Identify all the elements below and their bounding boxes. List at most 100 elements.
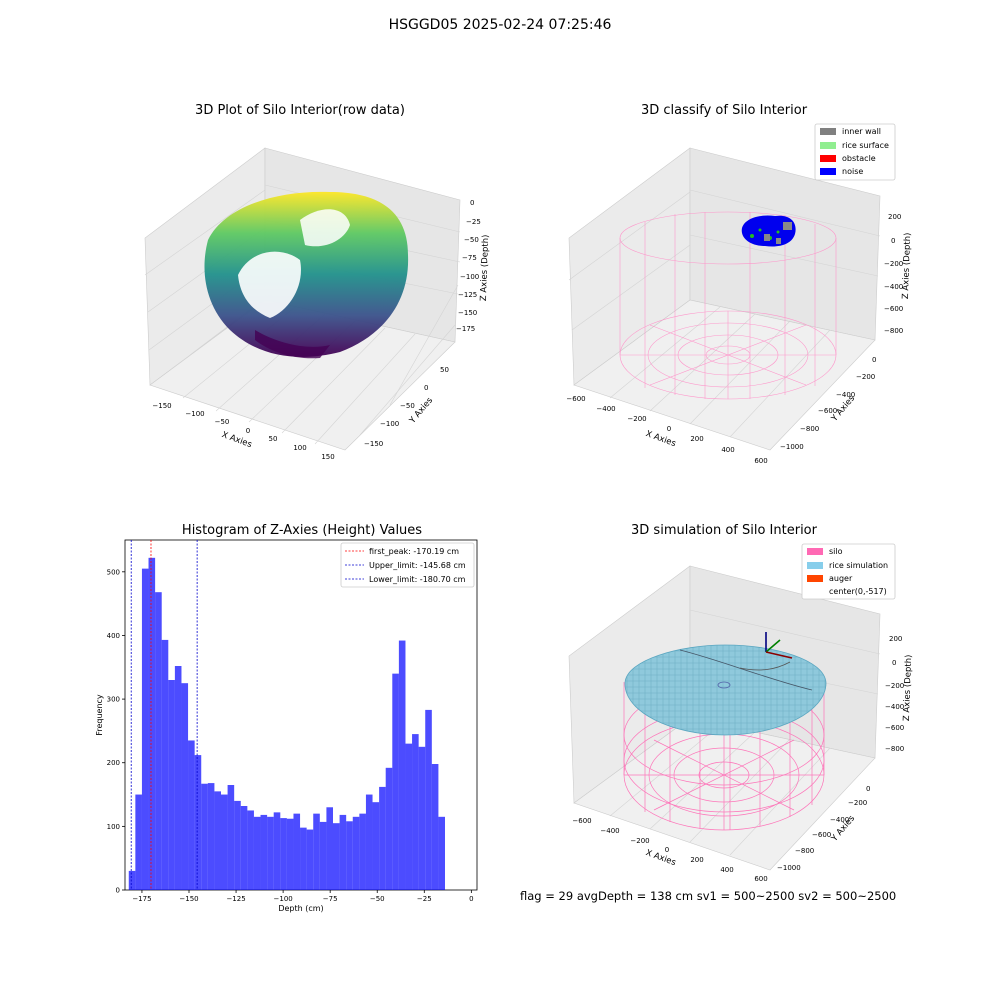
panel4-title: 3D simulation of Silo Interior — [631, 523, 817, 538]
p1-ytick: −100 — [380, 420, 399, 428]
p2-ytick: −200 — [856, 373, 875, 381]
p1-ytick: 0 — [424, 384, 428, 392]
p2-xtick: 0 — [667, 425, 671, 433]
p1-ylabel: Y Axies — [407, 395, 435, 426]
p2-xtick: 600 — [754, 457, 767, 465]
p2-ytick: −400 — [836, 391, 855, 399]
panel2-title: 3D classify of Silo Interior — [640, 103, 808, 118]
p1-xtick: 150 — [321, 453, 334, 461]
p4-zlabel: Z Axies (Depth) — [902, 654, 914, 721]
p2-xlabel: X Axies — [644, 429, 677, 449]
hist-xtick-label: −50 — [370, 895, 385, 903]
hist-xtick-label: −100 — [274, 895, 293, 903]
histogram-bar — [148, 557, 156, 890]
histogram-bar — [412, 734, 419, 890]
histogram-bar — [359, 813, 366, 890]
p2-ytick: −1000 — [780, 443, 804, 451]
p1-ztick: −25 — [466, 218, 481, 226]
histogram-bar — [247, 810, 254, 890]
hist-ytick-label: 100 — [107, 823, 120, 831]
hist-legend-label: first_peak: -170.19 cm — [369, 547, 459, 556]
histogram-bar — [141, 568, 149, 890]
histogram-axes: −175 −150 −125 −100 −75 −50 −25 0 0 100 200 300 400 5… — [107, 568, 474, 903]
histogram-bar — [155, 592, 162, 890]
p4-ztick: −800 — [885, 745, 904, 753]
p4-legend-label: silo — [829, 547, 843, 556]
p2-legend-label: inner wall — [842, 127, 881, 136]
histogram-bar — [240, 806, 248, 890]
histogram-bar — [365, 794, 373, 890]
histogram-bar — [333, 823, 340, 890]
histogram-bar — [313, 813, 320, 890]
panel4-3d-axes: −600 −400 −200 0 200 400 600 0 −200 −400… — [568, 543, 914, 883]
p1-xtick: −150 — [152, 402, 171, 410]
p2-legend-swatch — [820, 142, 836, 149]
histogram-bars — [128, 557, 445, 890]
histogram-bar — [161, 639, 169, 890]
p1-xtick: −50 — [215, 418, 230, 426]
hist-ytick-label: 400 — [107, 632, 120, 640]
p1-ztick: 0 — [470, 199, 474, 207]
p1-ztick: −100 — [460, 273, 479, 281]
p2-xtick: 400 — [721, 446, 734, 454]
p4-ztick: 200 — [889, 635, 902, 643]
p4-ytick: −1000 — [777, 864, 801, 872]
p2-xtick: −600 — [566, 395, 585, 403]
histogram-bar — [286, 818, 294, 890]
p1-ztick: −125 — [458, 291, 477, 299]
histogram-vlines — [130, 540, 198, 890]
p4-ztick: −400 — [885, 703, 904, 711]
histogram-bar — [300, 827, 307, 890]
histogram-bar — [346, 821, 353, 890]
p2-ztick: 0 — [891, 237, 895, 245]
p1-xtick: 100 — [293, 444, 306, 452]
p2-ztick: −400 — [884, 283, 903, 291]
histogram-bar — [194, 755, 202, 890]
p1-ztick: −175 — [456, 325, 475, 333]
histogram-bar — [253, 816, 261, 890]
hist-ytick-label: 200 — [107, 759, 120, 767]
hist-xtick-label: −150 — [179, 895, 198, 903]
histogram-bar — [392, 673, 399, 890]
p4-xlabel: X Axies — [644, 848, 677, 868]
histogram-bar — [372, 802, 380, 890]
histogram-bar — [379, 786, 386, 890]
p2-legend-label: obstacle — [842, 154, 876, 163]
histogram-bar — [267, 816, 274, 890]
histogram-bar — [168, 680, 175, 890]
p2-ytick: 0 — [872, 356, 876, 364]
p4-xtick: −600 — [572, 817, 591, 825]
hist-xtick-label: 0 — [469, 895, 473, 903]
histogram-bar — [352, 816, 360, 890]
histogram-bar — [306, 829, 314, 890]
p2-legend: inner wall rice surface obstacle noise — [814, 123, 896, 181]
histogram-bar — [385, 767, 393, 890]
p4-legend-label: auger — [829, 574, 853, 583]
p2-legend-swatch — [820, 168, 836, 175]
histogram-bar — [293, 813, 301, 890]
histogram-bar — [425, 709, 432, 890]
p2-legend-swatch — [820, 155, 836, 162]
p4-ztick: 0 — [892, 659, 896, 667]
p2-xtick: −200 — [627, 415, 646, 423]
p1-xtick: 50 — [269, 435, 278, 443]
histogram-bar — [319, 821, 327, 890]
histogram-bar — [181, 683, 189, 890]
hist-ylabel: Frequency — [95, 694, 104, 736]
hist-legend: first_peak: -170.19 cm Upper_limit: -145… — [340, 542, 475, 588]
panel1-3d-axes: −150 −100 −50 0 50 100 150 50 0 −50 −100… — [144, 147, 491, 461]
panel1-title: 3D Plot of Silo Interior(row data) — [195, 103, 405, 118]
histogram-bar — [135, 794, 142, 890]
histogram-bar — [418, 746, 426, 890]
p1-ztick: −150 — [458, 309, 477, 317]
histogram-bar — [398, 640, 406, 890]
histogram-bar — [273, 812, 281, 890]
p1-ytick: −50 — [400, 402, 415, 410]
p2-xtick: 200 — [690, 435, 703, 443]
p2-ztick: −600 — [884, 305, 903, 313]
p1-xtick: 0 — [246, 427, 250, 435]
histogram-bar — [234, 800, 241, 890]
p2-legend-label: rice surface — [842, 141, 889, 150]
p1-zlabel: Z Axies (Depth) — [479, 234, 491, 301]
